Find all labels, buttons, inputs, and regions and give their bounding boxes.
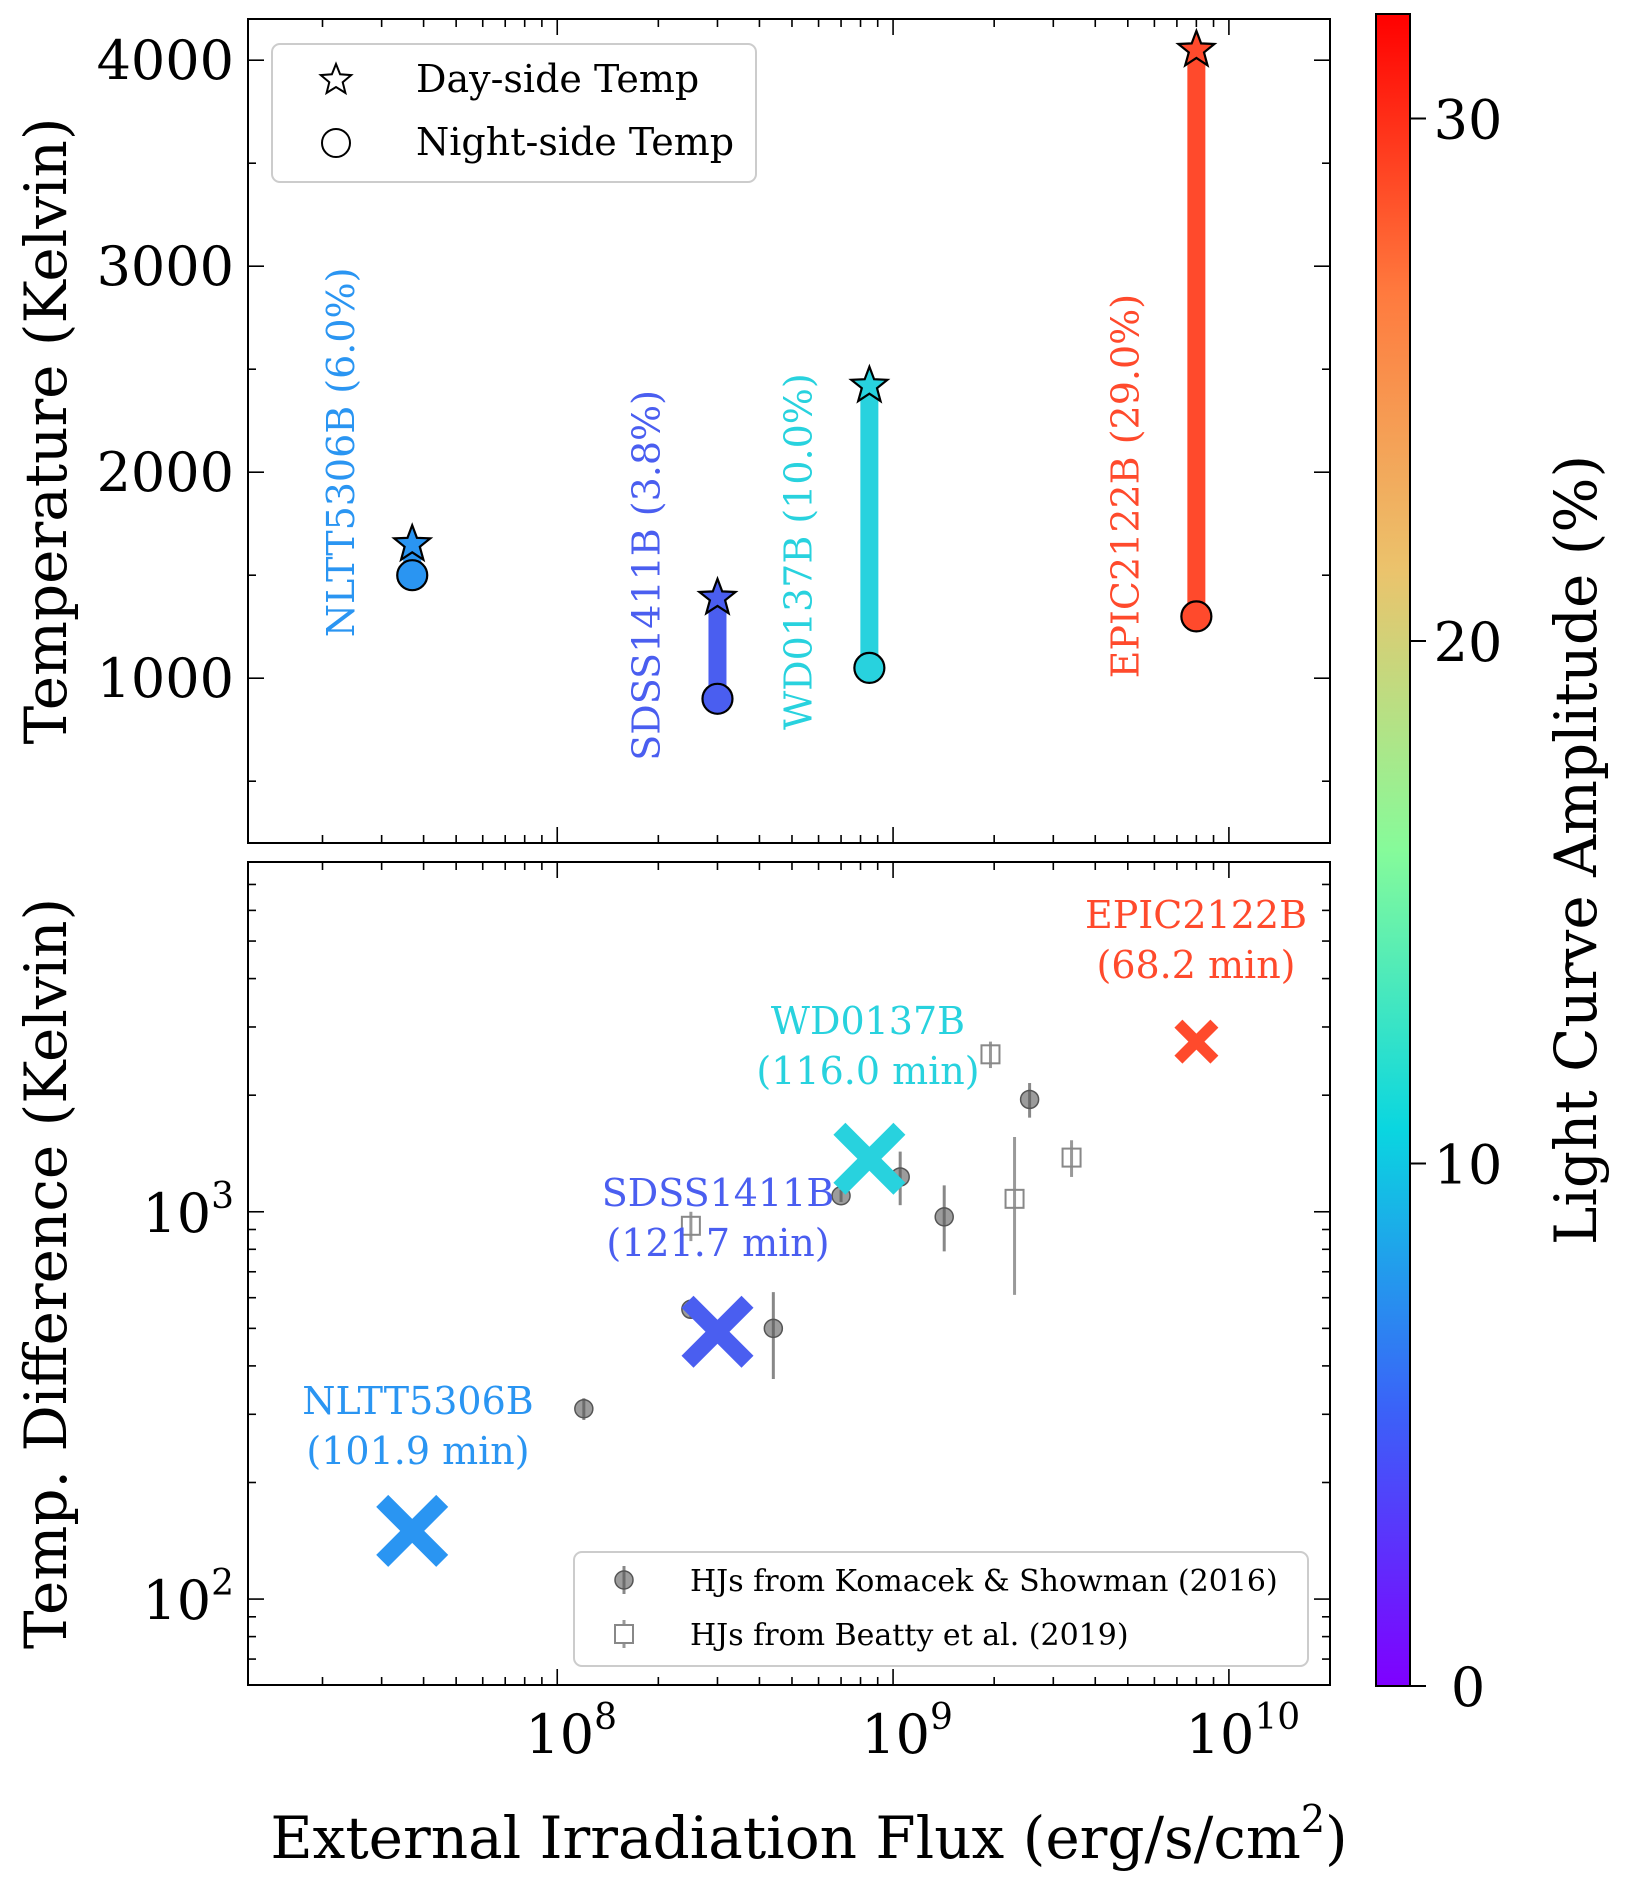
tick-exponent: 8	[594, 1697, 617, 1738]
square-marker-icon	[614, 1624, 634, 1644]
object-period: (68.2 min)	[1097, 943, 1296, 987]
colorbar-tick-label: 20	[1434, 611, 1503, 674]
object-label: SDSS1411B (3.8%)	[624, 390, 668, 761]
y-tick-label: 4000	[97, 29, 234, 92]
colorbar-title: Light Curve Amplitude (%)	[1542, 455, 1610, 1245]
x-axis-title-sup: 2	[1301, 1797, 1325, 1841]
y-tick-label: 3000	[97, 235, 234, 298]
tick-base: 10	[1186, 1703, 1255, 1766]
data-point	[1061, 1147, 1082, 1168]
object-name: SDSS1411B	[602, 1171, 835, 1215]
object-name: NLTT5306B	[302, 1379, 533, 1423]
komacek-point	[574, 1398, 594, 1420]
tick-base: 10	[525, 1703, 594, 1766]
y-tick-label: 103	[142, 1176, 234, 1245]
data-point	[763, 1318, 784, 1339]
bottom-legend: HJs from Komacek & Showman (2016) HJs fro…	[573, 1551, 1309, 1667]
day-temp-point	[848, 363, 891, 404]
object-sdss1411b: SDSS1411B (3.8%)	[624, 390, 739, 761]
data-point	[680, 1215, 701, 1236]
beatty-point	[1004, 1136, 1025, 1295]
tick-exponent: 3	[211, 1176, 234, 1217]
data-point	[1004, 1188, 1025, 1209]
komacek-point	[934, 1185, 954, 1252]
top-plot-frame	[247, 18, 1331, 844]
tick-exponent: 9	[930, 1697, 953, 1738]
x-axis-title-end: )	[1325, 1804, 1348, 1872]
x-tick-label: 108	[525, 1697, 617, 1766]
night-temp-point	[701, 682, 734, 715]
object-epic2122b: EPIC2122B (29.0%)	[1103, 27, 1218, 678]
day-temp-point	[696, 575, 739, 616]
tick-exponent: 10	[1254, 1697, 1300, 1738]
object-name: WD0137B	[771, 999, 965, 1043]
colorbar-tick-label: 30	[1434, 89, 1503, 152]
object-label: EPIC2122B (29.0%)	[1103, 294, 1147, 678]
temp-diff-marker	[681, 1295, 754, 1368]
data-point	[934, 1207, 954, 1227]
y-tick-label: 2000	[97, 441, 234, 504]
tick-base: 10	[142, 1569, 211, 1632]
object-wd0137b: WD0137B (10.0%)	[776, 363, 891, 730]
top-panel: 1000 2000 3000 4000 Temperature (Kelvin) Day-…	[12, 18, 1331, 844]
object-label: NLTT5306B (6.0%)	[319, 268, 363, 638]
tick-base: 10	[861, 1703, 930, 1766]
legend-label: HJs from Komacek & Showman (2016)	[690, 1564, 1278, 1599]
y-tick-label: 102	[142, 1563, 234, 1632]
object-period: (101.9 min)	[306, 1429, 529, 1473]
object-name: EPIC2122B	[1085, 893, 1307, 937]
colorbar: 0 10 20 30 Light Curve Amplitude (%)	[1375, 13, 1610, 1719]
night-temp-point	[396, 559, 429, 592]
legend-label: Night-side Temp	[416, 120, 734, 164]
komacek-point	[763, 1292, 784, 1380]
colorbar-tick-label: 10	[1434, 1134, 1503, 1197]
bottom-plot-frame	[247, 861, 1331, 1686]
x-tick-label: 1010	[1186, 1697, 1301, 1766]
star-marker-icon	[318, 61, 354, 96]
colorbar-gradient	[1375, 13, 1411, 1687]
object-sdss1411b: SDSS1411B (121.7 min)	[602, 1171, 835, 1368]
x-tick-label: 109	[861, 1697, 953, 1766]
tick-base: 10	[142, 1182, 211, 1245]
temp-diff-marker	[376, 1494, 449, 1567]
object-period: (116.0 min)	[756, 1049, 979, 1093]
x-axis-title: External Irradiation Flux (erg/s/cm2)	[270, 1797, 1347, 1872]
circle-marker-icon	[614, 1570, 634, 1590]
y-axis-title: Temperature (Kelvin)	[12, 118, 80, 745]
night-temp-point	[853, 651, 886, 685]
legend-label: Day-side Temp	[416, 57, 699, 101]
beatty-point	[680, 1211, 701, 1242]
y-tick-label: 1000	[97, 647, 234, 710]
beatty-point	[1061, 1140, 1082, 1177]
legend-frame	[573, 1551, 1309, 1667]
object-nltt5306b: NLTT5306B (101.9 min)	[302, 1379, 534, 1567]
object-period: (121.7 min)	[606, 1221, 829, 1265]
temp-diff-marker	[833, 1122, 906, 1195]
tick-exponent: 2	[211, 1563, 234, 1604]
object-epic2122b: EPIC2122B (68.2 min)	[1085, 893, 1307, 1064]
legend-frame	[271, 43, 757, 183]
legend-label: HJs from Beatty et al. (2019)	[690, 1618, 1129, 1653]
y-axis-title: Temp. Difference (Kelvin)	[12, 898, 80, 1649]
komacek-point	[1019, 1083, 1040, 1118]
colorbar-tick-label: 0	[1451, 1656, 1485, 1719]
day-temp-point	[391, 522, 434, 563]
circle-marker-icon	[321, 128, 351, 158]
night-temp-point	[1180, 600, 1213, 633]
object-nltt5306b: NLTT5306B (6.0%)	[319, 268, 434, 638]
object-label: WD0137B (10.0%)	[776, 373, 820, 730]
beatty-point	[980, 1041, 1001, 1069]
data-point	[1019, 1089, 1040, 1110]
day-temp-point	[1175, 27, 1218, 68]
data-point	[980, 1044, 1001, 1065]
top-legend: Day-side Temp Night-side Temp	[271, 43, 757, 183]
x-axis-title-main: External Irradiation Flux (erg/s/cm	[270, 1804, 1301, 1872]
object-wd0137b: WD0137B (116.0 min)	[756, 999, 980, 1195]
data-point	[574, 1399, 594, 1419]
temp-diff-marker	[1174, 1019, 1219, 1064]
